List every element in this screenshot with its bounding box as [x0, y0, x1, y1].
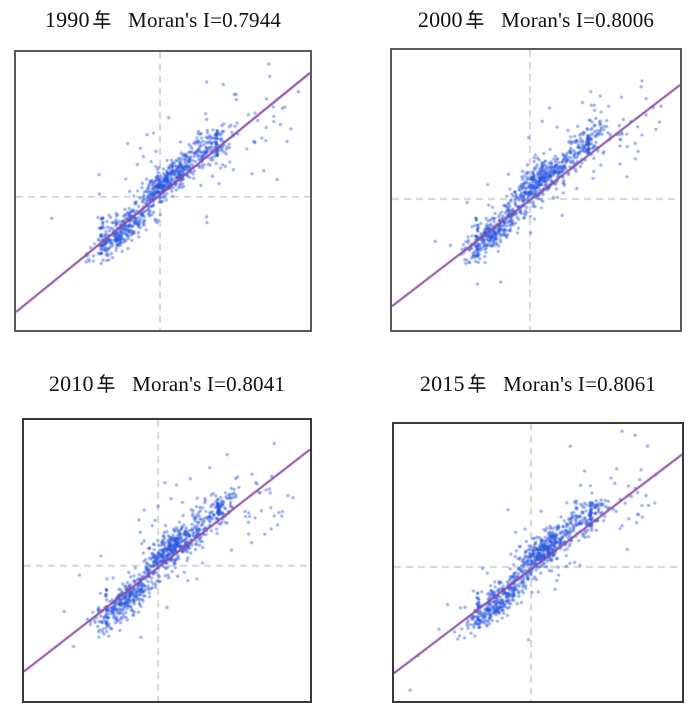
- moran-label: Moran's I=0.8061: [503, 372, 657, 396]
- scatter-canvas-2010: [24, 420, 310, 701]
- scatter-canvas-2015: [394, 424, 682, 701]
- scatter-canvas-2000: [392, 50, 680, 330]
- panel-title-1990: 1990 Moran's I=0.7944: [14, 7, 312, 33]
- scatter-canvas-1990: [16, 52, 310, 330]
- year-label: 2010: [48, 371, 94, 396]
- year-label: 1990: [44, 7, 90, 32]
- year-kanji-icon: [92, 8, 111, 33]
- moran-label: Moran's I=0.8041: [132, 372, 286, 396]
- year-kanji-icon: [96, 372, 115, 397]
- moran-label: Moran's I=0.8006: [501, 8, 655, 32]
- plot-frame: [390, 48, 682, 332]
- year-kanji-icon: [467, 372, 486, 397]
- plot-frame: [392, 422, 684, 703]
- plot-frame: [14, 50, 312, 332]
- panel-title-2000: 2000 Moran's I=0.8006: [390, 7, 682, 33]
- year-label: 2000: [417, 7, 463, 32]
- plot-frame: [22, 418, 312, 703]
- panel-title-2015: 2015 Moran's I=0.8061: [392, 371, 684, 397]
- panel-title-2010: 2010 Moran's I=0.8041: [22, 371, 312, 397]
- year-kanji-icon: [465, 8, 484, 33]
- moran-label: Moran's I=0.7944: [128, 8, 282, 32]
- year-label: 2015: [419, 371, 465, 396]
